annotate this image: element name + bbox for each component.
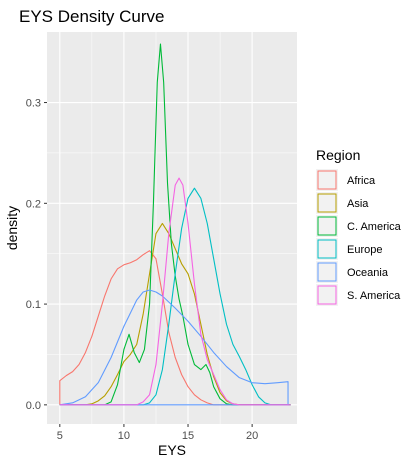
y-tick-label: 0.2 bbox=[26, 198, 41, 210]
y-tick-label: 0.1 bbox=[26, 299, 41, 311]
legend-key bbox=[318, 240, 336, 258]
legend-label: Africa bbox=[347, 175, 376, 187]
legend-key bbox=[318, 286, 336, 304]
x-tick-label: 10 bbox=[118, 430, 130, 442]
y-axis: 0.0 0.1 0.2 0.3 bbox=[26, 98, 47, 412]
legend-label: S. America bbox=[347, 290, 401, 302]
x-tick-label: 20 bbox=[246, 430, 258, 442]
y-axis-title: density bbox=[4, 206, 20, 250]
legend-key bbox=[318, 194, 336, 212]
legend-label: Oceania bbox=[347, 267, 389, 279]
legend-title: Region bbox=[316, 147, 360, 163]
legend-label: C. America bbox=[347, 221, 402, 233]
legend-label: Asia bbox=[347, 198, 369, 210]
legend-key bbox=[318, 171, 336, 189]
x-tick-label: 5 bbox=[57, 430, 63, 442]
x-axis-title: EYS bbox=[158, 442, 186, 458]
legend-key bbox=[318, 217, 336, 235]
x-tick-label: 15 bbox=[182, 430, 194, 442]
chart-title: EYS Density Curve bbox=[19, 7, 165, 26]
legend-label: Europe bbox=[347, 244, 382, 256]
legend: Region Africa Asia C. America Europe Oceania… bbox=[316, 147, 402, 306]
y-tick-label: 0.0 bbox=[26, 400, 41, 412]
x-axis: 5 10 15 20 bbox=[57, 424, 258, 442]
y-tick-label: 0.3 bbox=[26, 98, 41, 110]
legend-items: Africa Asia C. America Europe Oceania S. Amer… bbox=[316, 169, 402, 306]
legend-key bbox=[318, 263, 336, 281]
plot-panel bbox=[47, 32, 297, 424]
